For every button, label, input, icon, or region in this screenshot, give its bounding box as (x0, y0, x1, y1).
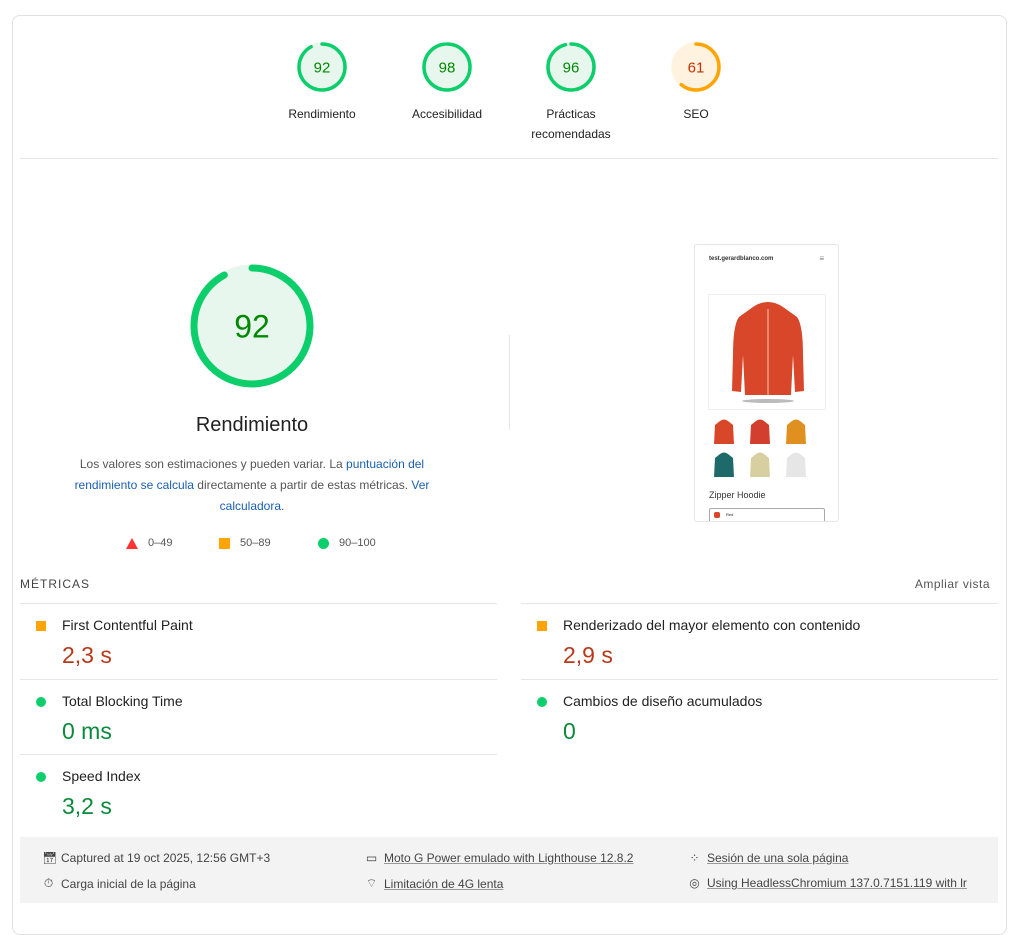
svg-text:61: 61 (688, 59, 705, 76)
divider (20, 158, 998, 159)
session-info: ⁘ Sesión de una sola página (688, 851, 848, 865)
browser-link[interactable]: Using HeadlessChromium 137.0.7151.119 wi… (707, 876, 967, 890)
category-gauge[interactable]: 98 Accesibilidad (387, 40, 507, 124)
metric-name: First Contentful Paint (62, 617, 193, 633)
legend-average: 50–89 (219, 537, 271, 549)
gauge-arc (422, 42, 472, 92)
performance-title: Rendimiento (195, 414, 309, 436)
metric-name: Renderizado del mayor elemento con conte… (563, 617, 861, 633)
product-image (708, 294, 826, 410)
category-label: Accesibilidad (411, 107, 483, 121)
category-gauge[interactable]: 61 SEO (636, 40, 756, 124)
metric-name: Total Blocking Time (62, 693, 183, 709)
chrome-icon: ◎ (689, 876, 700, 890)
swatch-thumbnail (781, 450, 811, 480)
timer-icon: ⏱︎ (43, 876, 54, 890)
metric-name: Cambios de diseño acumulados (563, 693, 763, 709)
metric-value: 3,2 s (62, 793, 112, 819)
svg-text:92: 92 (314, 59, 331, 76)
swatch-thumbnail (745, 450, 775, 480)
preview-site: test.gerardblanco.com (709, 256, 774, 262)
metric-value: 2,3 s (62, 642, 112, 668)
captured-info: 📅︎ Captured at 19 oct 2025, 12:56 GMT+3 (42, 851, 271, 865)
gauge-arc (190, 264, 314, 388)
gauge-arc (546, 42, 596, 92)
metric-row: Total Blocking Time 0 ms (20, 679, 497, 754)
circle-icon (36, 697, 46, 707)
calculator-link[interactable]: Ver calculadora (219, 478, 430, 513)
swatch-thumbnail (745, 417, 775, 447)
swatch-thumbnail (709, 450, 739, 480)
circle-icon (36, 772, 46, 782)
menu-icon: ≡ (819, 254, 824, 263)
session-icon: ⁘ (689, 851, 700, 865)
triangle-icon (126, 537, 138, 549)
category-label: Rendimiento (288, 107, 356, 121)
performance-gauge: 92 (188, 262, 316, 395)
score-calc-link[interactable]: puntuación del rendimiento se calcula (74, 457, 425, 492)
page-screenshot[interactable]: test.gerardblanco.com ≡ Zipper Hoodie Re… (694, 244, 839, 522)
performance-description: Los valores son estimaciones y pueden va… (74, 457, 430, 513)
device-info: ▭ Moto G Power emulado with Lighthouse 12… (365, 851, 634, 865)
gauge-arc (671, 42, 721, 92)
square-icon (36, 621, 46, 631)
runtime-info: 📅︎ Captured at 19 oct 2025, 12:56 GMT+3 ⏱… (20, 837, 998, 903)
calendar-icon: 📅︎ (42, 851, 58, 865)
metric-row: First Contentful Paint 2,3 s (20, 603, 497, 678)
metrics-heading: MÉTRICAS (20, 577, 91, 591)
svg-text:92: 92 (234, 309, 270, 345)
throttle-info: ⌔ Limitación de 4G lenta (365, 876, 504, 891)
category-gauge[interactable]: 92 Rendimiento (262, 40, 382, 124)
svg-text:98: 98 (439, 59, 456, 76)
browser-info: ◎ Using HeadlessChromium 137.0.7151.119 w… (688, 876, 967, 890)
square-icon (537, 621, 547, 631)
devices-icon: ▭ (365, 851, 378, 865)
square-icon (219, 537, 230, 549)
category-label: SEO (683, 107, 709, 121)
swatch-thumbnail (709, 417, 739, 447)
expand-view-toggle[interactable]: Ampliar vista (914, 577, 990, 591)
device-link[interactable]: Moto G Power emulado with Lighthouse 12.… (384, 851, 634, 865)
metric-value: 0 (563, 718, 576, 744)
wifi-icon: ⌔ (365, 876, 378, 890)
metric-row: Renderizado del mayor elemento con conte… (521, 603, 998, 678)
legend-pass: 90–100 (318, 537, 376, 549)
metric-value: 2,9 s (563, 642, 613, 668)
swatch-thumbnail (781, 417, 811, 447)
svg-text:96: 96 (563, 59, 580, 76)
metric-value: 0 ms (62, 718, 112, 744)
metric-name: Speed Index (62, 768, 141, 784)
category-label: Prácticas recomendadas (531, 107, 611, 141)
metric-row: Speed Index 3,2 s (20, 754, 497, 829)
preview-option: Red (709, 508, 825, 521)
load-info: ⏱︎ Carga inicial de la página (43, 876, 196, 891)
legend-fail: 0–49 (126, 537, 172, 549)
preview-product-title: Zipper Hoodie (709, 490, 766, 500)
gauge-arc (297, 42, 347, 92)
vertical-divider (509, 335, 510, 430)
metric-row: Cambios de diseño acumulados 0 (521, 679, 998, 754)
circle-icon (537, 697, 547, 707)
throttle-link[interactable]: Limitación de 4G lenta (384, 876, 504, 891)
session-link[interactable]: Sesión de una sola página (707, 851, 849, 865)
circle-icon (318, 537, 329, 549)
category-gauge[interactable]: 96 Prácticas recomendadas (511, 40, 631, 144)
